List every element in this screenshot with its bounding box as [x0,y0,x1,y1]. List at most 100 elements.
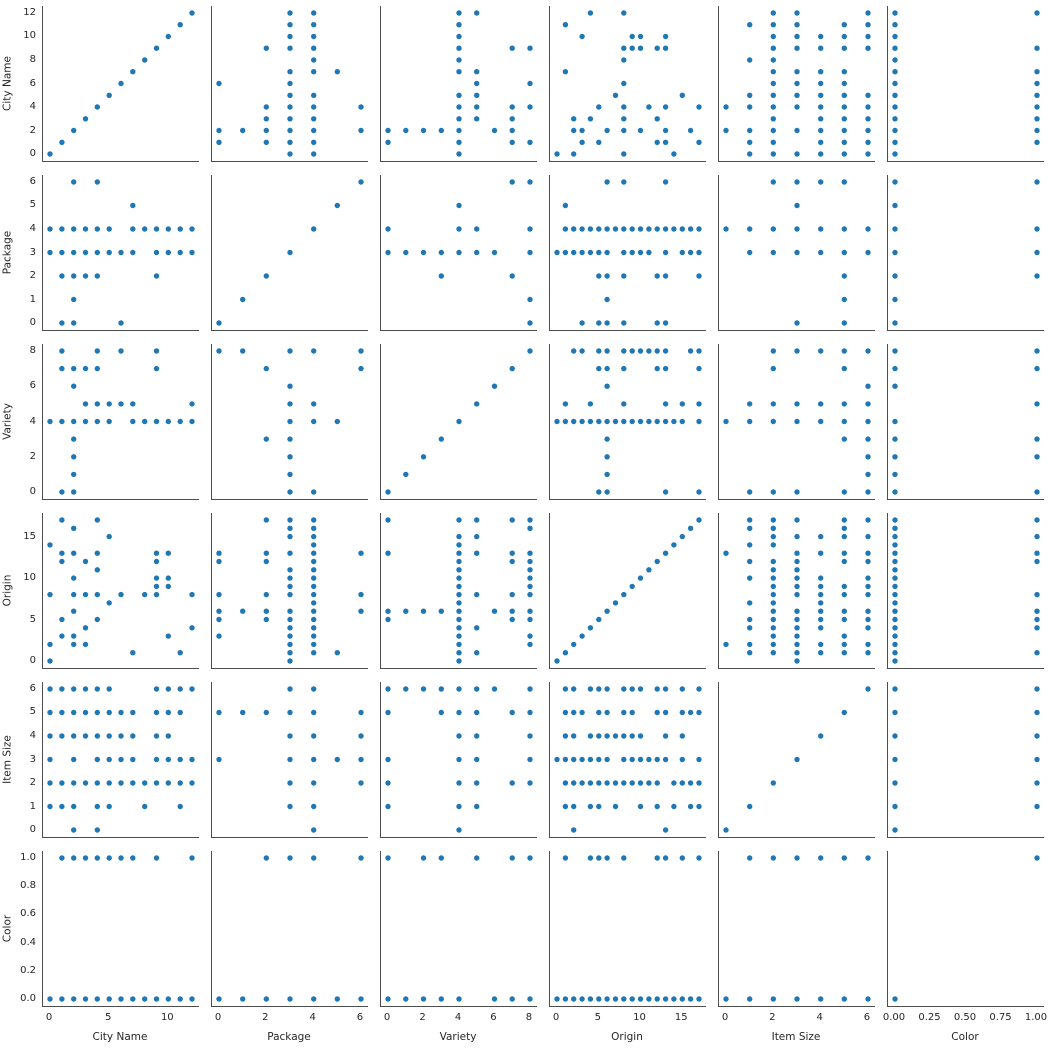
data-point [71,383,77,389]
data-point [130,249,136,256]
data-point [747,558,753,565]
data-point [420,454,427,460]
data-point [509,558,515,565]
x-tick-label: 6 [490,1012,497,1023]
data-point [311,139,317,145]
data-point [47,151,53,157]
data-point [770,139,776,145]
data-point [794,996,800,1002]
data-point [892,625,898,631]
data-point [94,567,100,573]
data-point [59,780,65,786]
data-point [153,583,160,590]
data-point [177,686,183,692]
data-point [59,249,65,256]
data-point [696,418,702,425]
data-point [287,641,293,648]
scatter-points [385,686,533,833]
x-axis-title: Color [951,1031,979,1043]
data-point [491,383,498,389]
data-point [94,803,100,810]
data-point [142,226,148,232]
data-point [438,996,444,1002]
panel-variety-vs-color [887,344,1044,500]
data-point [865,104,871,110]
data-point [71,489,77,495]
data-point [794,202,800,209]
data-point [94,365,100,372]
data-point [687,348,694,354]
data-point [59,558,65,565]
data-point [554,658,560,664]
data-point [723,996,729,1002]
data-point [654,226,660,232]
data-point [562,69,569,75]
data-point [1034,733,1040,739]
y-tick-label: 0 [29,317,36,329]
data-point [82,401,89,407]
data-point [562,996,569,1002]
data-point [865,139,871,145]
data-point [654,558,660,565]
data-point [509,179,515,185]
panel-city-name-vs-item-size [718,6,875,162]
data-point [747,92,753,99]
data-point [587,249,594,256]
data-point [71,525,77,531]
data-point [153,996,160,1002]
scatter-points [892,179,1040,326]
data-point [287,616,293,623]
data-point [604,709,610,716]
data-point [671,418,677,425]
scatter-points [385,517,533,664]
data-point [474,104,480,110]
data-point [118,591,124,598]
data-point [794,641,800,648]
data-point [287,471,293,478]
data-point [334,650,340,656]
data-point [118,780,124,786]
data-point [818,139,824,145]
data-point [94,616,100,623]
data-point [818,69,824,75]
data-point [47,803,53,810]
data-point [818,226,824,232]
data-point [358,179,364,185]
data-point [794,22,800,28]
data-point [892,550,898,556]
data-point [892,533,898,540]
data-point [794,10,800,16]
data-point [794,33,800,40]
data-point [723,550,729,556]
data-point [554,996,560,1002]
data-point [527,558,533,565]
data-point [770,575,776,581]
data-point [385,686,391,692]
data-point [59,686,65,692]
data-point [263,558,269,565]
data-point [1034,591,1040,598]
data-point [142,418,148,425]
data-point [770,600,776,606]
data-point [747,855,753,861]
data-point [1034,45,1040,51]
data-point [621,45,627,51]
data-point [794,625,800,631]
data-point [629,583,635,590]
data-point [770,996,776,1002]
data-point [47,542,53,548]
data-point [679,855,685,861]
data-point [662,418,669,425]
data-point [621,273,627,279]
data-point [841,558,847,565]
panel-origin-vs-variety [380,513,537,669]
data-point [604,296,610,303]
data-point [474,69,480,75]
data-point [177,780,183,786]
data-point [770,10,776,16]
x-axis-title: Variety [439,1031,477,1043]
data-point [892,709,898,716]
data-point [687,525,694,531]
data-point [654,803,660,810]
scatter-points [554,348,702,495]
